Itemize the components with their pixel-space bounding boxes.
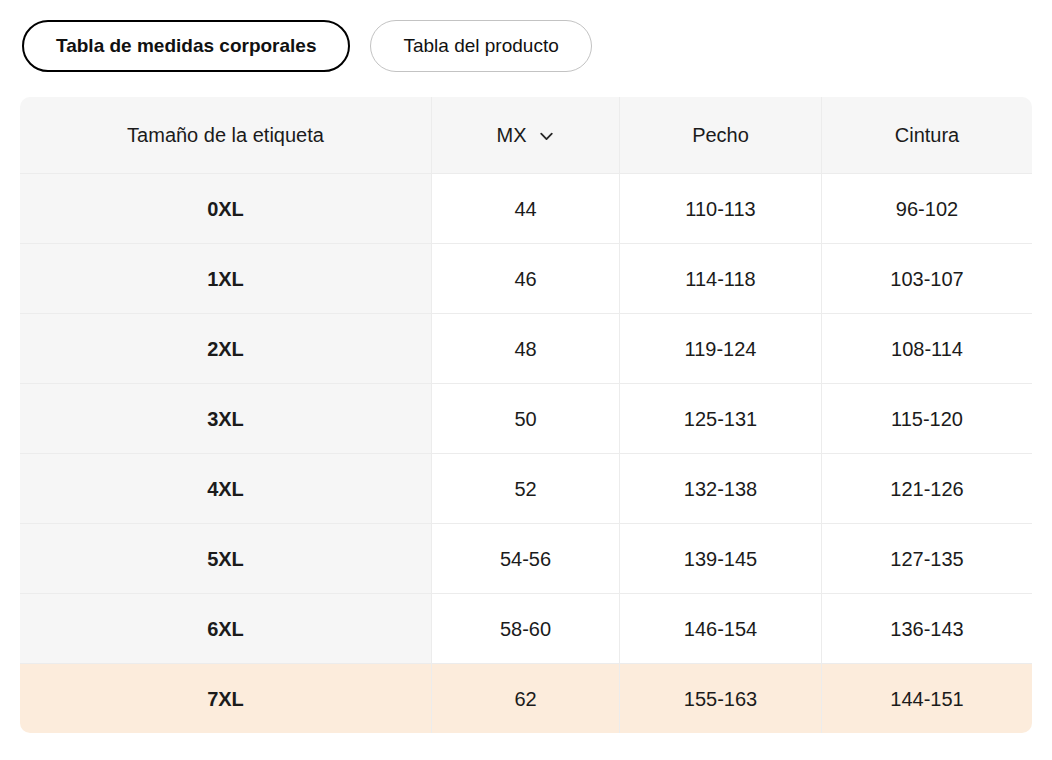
chest-value-cell: 132-138 xyxy=(620,454,822,523)
mx-value-cell: 46 xyxy=(432,244,620,313)
chest-value-cell: 139-145 xyxy=(620,524,822,593)
table-row: 4XL 52 132-138 121-126 xyxy=(20,453,1032,523)
mx-value-cell: 50 xyxy=(432,384,620,453)
table-row: 6XL 58-60 146-154 136-143 xyxy=(20,593,1032,663)
waist-value-cell: 121-126 xyxy=(822,454,1032,523)
chest-value-cell: 114-118 xyxy=(620,244,822,313)
waist-value-cell: 144-151 xyxy=(822,664,1032,733)
waist-value-cell: 115-120 xyxy=(822,384,1032,453)
waist-value-cell: 127-135 xyxy=(822,524,1032,593)
chest-value-cell: 155-163 xyxy=(620,664,822,733)
size-chart-page: Tabla de medidas corporales Tabla del pr… xyxy=(0,0,1052,760)
column-header-size-label: Tamaño de la etiqueta xyxy=(20,97,432,173)
size-label-cell: 3XL xyxy=(20,384,432,453)
table-row-highlighted: 7XL 62 155-163 144-151 xyxy=(20,663,1032,733)
table-row: 1XL 46 114-118 103-107 xyxy=(20,243,1032,313)
mx-value-cell: 62 xyxy=(432,664,620,733)
mx-value-cell: 48 xyxy=(432,314,620,383)
chest-value-cell: 146-154 xyxy=(620,594,822,663)
size-label-cell: 4XL xyxy=(20,454,432,523)
chest-value-cell: 125-131 xyxy=(620,384,822,453)
table-row: 5XL 54-56 139-145 127-135 xyxy=(20,523,1032,593)
table-row: 3XL 50 125-131 115-120 xyxy=(20,383,1032,453)
size-label-cell: 6XL xyxy=(20,594,432,663)
size-label-cell: 5XL xyxy=(20,524,432,593)
chevron-down-icon xyxy=(538,128,555,145)
size-label-cell: 0XL xyxy=(20,174,432,243)
chart-tabs: Tabla de medidas corporales Tabla del pr… xyxy=(0,0,1052,72)
table-row: 2XL 48 119-124 108-114 xyxy=(20,313,1032,383)
size-table: Tamaño de la etiqueta MX Pecho Cintura 0… xyxy=(20,97,1032,733)
waist-value-cell: 96-102 xyxy=(822,174,1032,243)
size-label-cell: 1XL xyxy=(20,244,432,313)
chest-value-cell: 110-113 xyxy=(620,174,822,243)
size-label-cell: 2XL xyxy=(20,314,432,383)
tab-body-measurements[interactable]: Tabla de medidas corporales xyxy=(22,20,350,72)
waist-value-cell: 103-107 xyxy=(822,244,1032,313)
chest-value-cell: 119-124 xyxy=(620,314,822,383)
column-header-chest: Pecho xyxy=(620,97,822,173)
tab-product-measurements[interactable]: Tabla del producto xyxy=(370,20,591,72)
mx-value-cell: 44 xyxy=(432,174,620,243)
waist-value-cell: 136-143 xyxy=(822,594,1032,663)
mx-value-cell: 52 xyxy=(432,454,620,523)
size-label-cell: 7XL xyxy=(20,664,432,733)
waist-value-cell: 108-114 xyxy=(822,314,1032,383)
region-dropdown-value: MX xyxy=(497,125,527,145)
mx-value-cell: 58-60 xyxy=(432,594,620,663)
region-dropdown[interactable]: MX xyxy=(432,97,620,173)
mx-value-cell: 54-56 xyxy=(432,524,620,593)
table-row: 0XL 44 110-113 96-102 xyxy=(20,173,1032,243)
table-header-row: Tamaño de la etiqueta MX Pecho Cintura xyxy=(20,97,1032,173)
column-header-waist: Cintura xyxy=(822,97,1032,173)
